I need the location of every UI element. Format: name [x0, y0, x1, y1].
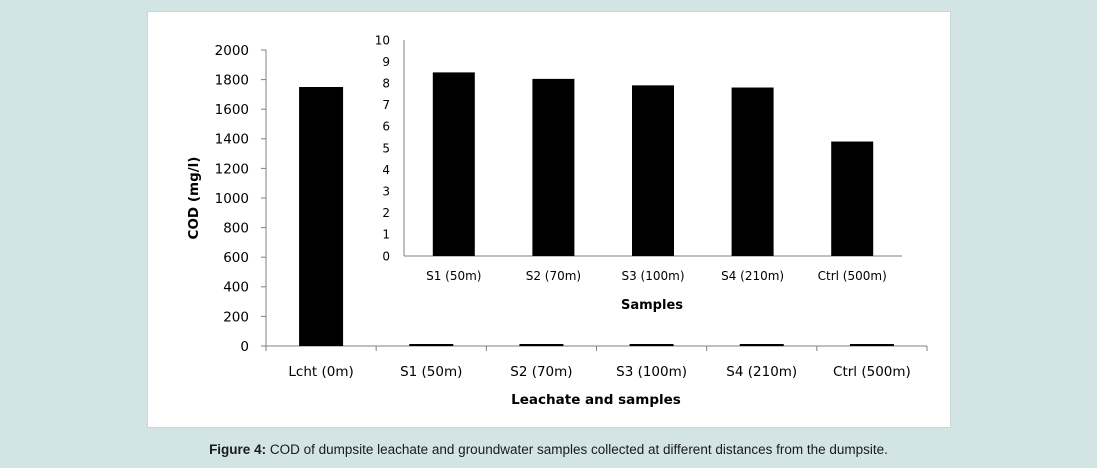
main-chart: 0 200 400 600 800 1000 1200 1400 1600 1800 2000 Lch…: [186, 43, 928, 408]
main-y-tick-label: 1800: [215, 72, 249, 88]
inset-y-tick-label: 1: [382, 228, 390, 242]
main-bar: [519, 344, 564, 346]
main-x-tick-label: S1 (50m): [400, 364, 462, 380]
main-x-tick-label: Lcht (0m): [288, 364, 353, 380]
main-y-axis-title: COD (mg/l): [186, 157, 202, 240]
inset-x-tick-label: Ctrl (500m): [818, 269, 887, 283]
inset-chart: 0 1 2 3 4 5 6 7 8 9 10 S1 (50m) S2 (70m) S3 (100m) S4 …: [375, 33, 902, 313]
inset-bar: [731, 87, 774, 257]
inset-y-tick-label: 7: [382, 98, 390, 112]
main-x-tick-label: S3 (100m): [616, 364, 687, 380]
figure-caption: Figure 4: COD of dumpsite leachate and g…: [0, 442, 1097, 457]
main-x-tick-label: S4 (210m): [726, 364, 797, 380]
main-y-tick-label: 0: [240, 339, 249, 355]
main-y-tick-label: 1000: [215, 191, 249, 207]
inset-y-tick-label: 9: [382, 55, 390, 69]
main-x-tick-label: S2 (70m): [510, 364, 572, 380]
inset-x-axis-title: Samples: [621, 298, 683, 313]
main-bar: [849, 344, 894, 346]
caption-text: COD of dumpsite leachate and groundwater…: [266, 442, 888, 457]
inset-bar: [632, 85, 674, 256]
main-bar: [629, 344, 674, 346]
main-bar: [409, 344, 454, 346]
inset-y-tick-label: 4: [382, 163, 390, 177]
inset-y-tick-label: 5: [382, 141, 390, 155]
main-y-tick-label: 1200: [215, 161, 249, 177]
caption-label: Figure 4:: [209, 442, 267, 457]
main-y-tick-label: 2000: [215, 43, 249, 59]
inset-bar: [532, 78, 575, 256]
inset-x-tick-label: S4 (210m): [721, 269, 784, 283]
main-x-tick-label: Ctrl (500m): [833, 364, 911, 380]
inset-bar: [831, 141, 874, 256]
inset-x-tick-label: S2 (70m): [526, 269, 581, 283]
main-bar: [739, 344, 784, 346]
inset-y-tick-label: 0: [382, 249, 390, 263]
inset-x-tick-label: S3 (100m): [621, 269, 684, 283]
main-y-tick-label: 200: [223, 309, 249, 325]
inset-bar: [432, 72, 475, 257]
main-y-tick-label: 400: [223, 280, 249, 296]
main-y-tick-label: 800: [223, 220, 249, 236]
main-y-tick-label: 600: [223, 250, 249, 266]
main-y-tick-label: 1400: [215, 132, 249, 148]
inset-y-tick-label: 8: [382, 77, 390, 91]
inset-x-tick-label: S1 (50m): [426, 269, 481, 283]
main-x-axis-title: Leachate and samples: [511, 392, 681, 408]
inset-y-tick-label: 3: [382, 185, 390, 199]
inset-y-tick-label: 6: [382, 120, 390, 134]
inset-y-tick-label: 2: [382, 206, 390, 220]
main-bar: [299, 87, 344, 346]
main-y-tick-label: 1600: [215, 102, 249, 118]
inset-y-tick-label: 10: [375, 33, 390, 47]
